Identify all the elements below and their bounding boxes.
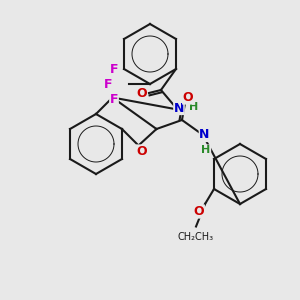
Text: CH₂CH₃: CH₂CH₃: [178, 232, 214, 242]
Text: N: N: [174, 101, 184, 115]
Text: F: F: [104, 77, 112, 91]
Text: H: H: [201, 145, 211, 155]
Text: F: F: [110, 92, 118, 106]
Text: O: O: [194, 205, 204, 218]
Text: H: H: [189, 101, 199, 112]
Text: F: F: [110, 62, 118, 76]
Text: O: O: [136, 145, 147, 158]
Text: N: N: [199, 128, 210, 142]
Text: O: O: [183, 91, 193, 104]
Text: O: O: [136, 86, 147, 100]
